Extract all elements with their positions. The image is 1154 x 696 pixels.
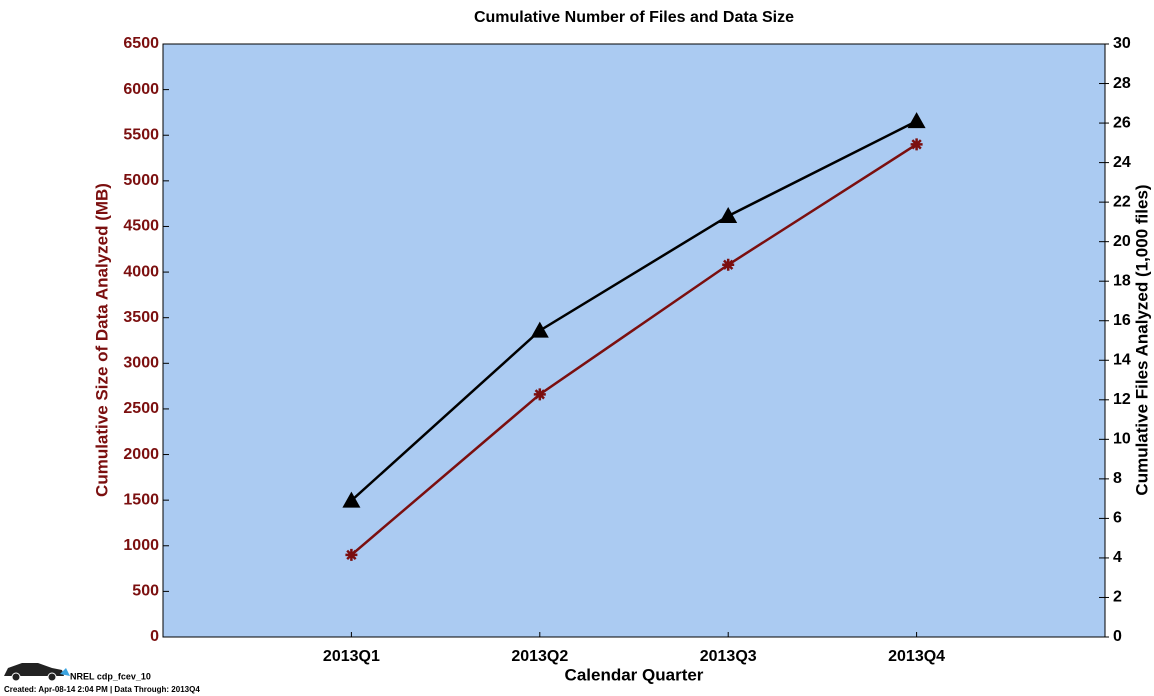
y-axis-label: Cumulative Size of Data Analyzed (MB) (92, 183, 111, 497)
y2-tick-label: 8 (1113, 470, 1122, 487)
y2-axis-label: Cumulative Files Analyzed (1,000 files) (1132, 184, 1151, 495)
y2-tick-label: 14 (1113, 351, 1131, 368)
plot-area (162, 43, 1106, 638)
y-tick-label: 5500 (123, 126, 159, 143)
y-tick-label: 4000 (123, 263, 159, 280)
data-point (910, 138, 923, 151)
y2-tick-label: 30 (1113, 35, 1131, 52)
y2-tick-label: 22 (1113, 193, 1131, 210)
data-point (530, 321, 549, 338)
y2-tick-label: 4 (1113, 549, 1122, 566)
y-tick-label: 2500 (123, 400, 159, 417)
y2-tick-label: 28 (1113, 75, 1131, 92)
y2-tick-label: 24 (1113, 154, 1131, 171)
y2-tick-label: 20 (1113, 233, 1131, 250)
chart-title: Cumulative Number of Files and Data Size (474, 9, 794, 26)
data-point (722, 258, 735, 271)
x-tick-label: 2013Q2 (511, 648, 568, 665)
x-tick-label: 2013Q4 (888, 648, 945, 665)
footer-note: Created: Apr-08-14 2:04 PM | Data Throug… (4, 685, 200, 694)
y-tick-label: 4500 (123, 218, 159, 235)
y2-tick-label: 18 (1113, 272, 1131, 289)
data-point (342, 491, 361, 508)
y-tick-label: 1000 (123, 537, 159, 554)
data-point (345, 548, 358, 561)
y2-tick-label: 6 (1113, 510, 1122, 527)
x-tick-label: 2013Q1 (323, 648, 380, 665)
y2-tick-label: 10 (1113, 431, 1131, 448)
series-line (350, 143, 918, 556)
y-tick-label: 3500 (123, 309, 159, 326)
y-tick-label: 0 (150, 628, 159, 645)
x-axis-label: Calendar Quarter (565, 665, 704, 684)
series-line (350, 119, 918, 502)
y-tick-label: 1500 (123, 491, 159, 508)
y-tick-label: 6500 (123, 35, 159, 52)
car-icon (4, 663, 70, 682)
x-tick-label: 2013Q3 (700, 648, 757, 665)
y2-tick-label: 2 (1113, 589, 1122, 606)
y-tick-label: 6000 (123, 81, 159, 98)
y-tick-label: 500 (132, 583, 159, 600)
y-tick-label: 3000 (123, 355, 159, 372)
y-tick-label: 5000 (123, 172, 159, 189)
data-point (533, 388, 546, 401)
y2-tick-label: 12 (1113, 391, 1131, 408)
data-point (907, 112, 926, 129)
y2-tick-label: 0 (1113, 628, 1122, 645)
y-tick-label: 2000 (123, 446, 159, 463)
footer-title: NREL cdp_fcev_10 (70, 671, 151, 681)
y2-tick-label: 26 (1113, 114, 1131, 131)
data-point (719, 206, 738, 223)
y2-tick-label: 16 (1113, 312, 1131, 329)
